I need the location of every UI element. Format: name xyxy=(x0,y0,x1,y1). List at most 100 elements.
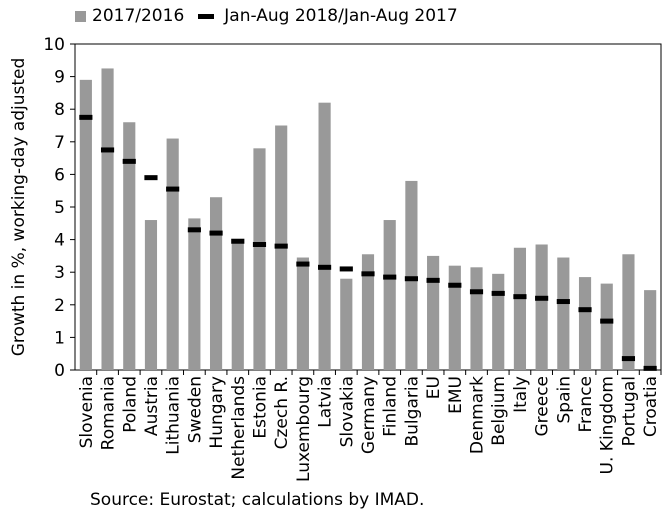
x-category-label: Austria xyxy=(142,376,162,436)
bar-2017-2016 xyxy=(448,265,461,370)
x-category-label: Czech R. xyxy=(272,376,292,449)
y-tick-label: 1 xyxy=(54,328,65,348)
y-tick-label: 9 xyxy=(54,68,65,88)
bar-2017-2016 xyxy=(513,247,527,370)
x-category-label: EU xyxy=(424,376,444,399)
y-tick-label: 0 xyxy=(54,361,65,381)
x-category-label: Lithuania xyxy=(164,376,184,455)
y-axis-label: Growth in %, working-day adjusted xyxy=(9,58,29,357)
y-tick-label: 4 xyxy=(54,231,65,251)
x-category-label: Latvia xyxy=(316,376,336,428)
y-tick-label: 3 xyxy=(54,263,65,283)
marker-jan-aug-2018 xyxy=(231,238,245,244)
legend-swatch-bar xyxy=(75,10,86,22)
y-tick-label: 2 xyxy=(54,296,65,316)
bar-2017-2016 xyxy=(427,255,440,370)
source-note: Source: Eurostat; calculations by IMAD. xyxy=(90,490,425,510)
x-category-label: Luxembourg xyxy=(294,376,314,482)
x-category-label: Greece xyxy=(533,376,553,437)
bar-2017-2016 xyxy=(405,180,418,370)
x-category-label: Netherlands xyxy=(229,376,249,480)
marker-jan-aug-2018 xyxy=(383,274,397,280)
y-tick-label: 6 xyxy=(54,165,65,185)
bar-2017-2016 xyxy=(535,244,548,370)
marker-jan-aug-2018 xyxy=(361,271,375,277)
bar-2017-2016 xyxy=(340,278,353,370)
bar-2017-2016 xyxy=(361,254,375,370)
marker-jan-aug-2018 xyxy=(469,289,484,295)
bar-2017-2016 xyxy=(123,122,136,371)
y-tick-label: 10 xyxy=(43,35,65,55)
y-tick-label: 8 xyxy=(54,100,65,120)
x-category-label: Slovenia xyxy=(77,376,97,448)
marker-jan-aug-2018 xyxy=(578,307,592,313)
bar-2017-2016 xyxy=(578,277,592,370)
marker-jan-aug-2018 xyxy=(643,365,657,371)
marker-jan-aug-2018 xyxy=(448,282,462,288)
marker-jan-aug-2018 xyxy=(535,295,549,301)
legend-label-jan-aug: Jan-Aug 2018/Jan-Aug 2017 xyxy=(224,6,458,26)
marker-jan-aug-2018 xyxy=(426,277,440,283)
marker-jan-aug-2018 xyxy=(209,230,223,236)
marker-jan-aug-2018 xyxy=(122,158,136,164)
bar-2017-2016 xyxy=(644,290,657,370)
x-category-label: Hungary xyxy=(207,376,227,449)
bar-2017-2016 xyxy=(296,257,309,370)
marker-jan-aug-2018 xyxy=(166,186,180,192)
marker-jan-aug-2018 xyxy=(100,147,115,153)
marker-jan-aug-2018 xyxy=(600,318,614,324)
bar-2017-2016 xyxy=(383,220,396,370)
marker-jan-aug-2018 xyxy=(513,294,527,300)
legend-item-2017-2016: 2017/2016 xyxy=(75,6,184,26)
bar-2017-2016 xyxy=(144,220,158,370)
marker-jan-aug-2018 xyxy=(556,299,570,305)
marker-jan-aug-2018 xyxy=(79,114,93,120)
legend-swatch-marker xyxy=(198,13,215,19)
x-category-label: EMU xyxy=(446,376,466,414)
bar-2017-2016 xyxy=(231,239,244,370)
x-category-label: Finland xyxy=(381,376,401,437)
x-category-label: Portugal xyxy=(619,376,639,446)
x-category-label: Spain xyxy=(554,376,574,424)
marker-jan-aug-2018 xyxy=(339,266,353,272)
x-category-label: Denmark xyxy=(468,376,488,454)
bar-2017-2016 xyxy=(166,138,179,370)
legend-item-jan-aug: Jan-Aug 2018/Jan-Aug 2017 xyxy=(198,6,458,26)
x-category-label: Italy xyxy=(511,376,531,413)
marker-jan-aug-2018 xyxy=(296,261,310,267)
bar-2017-2016 xyxy=(79,79,92,371)
marker-jan-aug-2018 xyxy=(187,227,201,233)
x-category-label: Sweden xyxy=(185,376,205,443)
bar-2017-2016 xyxy=(101,68,114,370)
x-category-label: Belgium xyxy=(489,376,509,446)
x-category-label: Romania xyxy=(99,376,119,450)
x-category-label: Croatia xyxy=(641,376,661,437)
x-category-label: Bulgaria xyxy=(402,376,422,447)
marker-jan-aug-2018 xyxy=(318,264,332,270)
y-tick-label: 7 xyxy=(54,133,65,153)
bar-2017-2016 xyxy=(188,218,201,370)
marker-jan-aug-2018 xyxy=(144,175,158,181)
bar-2017-2016 xyxy=(318,102,331,371)
x-category-label: Slovakia xyxy=(337,376,357,447)
bar-2017-2016 xyxy=(600,283,613,370)
bar-2017-2016 xyxy=(492,273,505,370)
marker-jan-aug-2018 xyxy=(252,241,267,247)
legend: 2017/2016 Jan-Aug 2018/Jan-Aug 2017 xyxy=(75,4,472,28)
x-category-label: France xyxy=(576,376,596,433)
legend-label-2017-2016: 2017/2016 xyxy=(92,6,185,26)
bar-2017-2016 xyxy=(209,197,223,370)
marker-jan-aug-2018 xyxy=(621,356,636,362)
marker-jan-aug-2018 xyxy=(274,243,288,249)
bar-2017-2016 xyxy=(470,267,483,370)
x-category-label: Poland xyxy=(120,376,140,433)
y-tick-label: 5 xyxy=(54,198,65,218)
marker-jan-aug-2018 xyxy=(404,276,418,282)
x-category-label: U. Kingdom xyxy=(598,376,618,474)
bar-2017-2016 xyxy=(557,257,570,370)
x-category-label: Germany xyxy=(359,376,379,454)
marker-jan-aug-2018 xyxy=(491,290,505,296)
bar-2017-2016 xyxy=(253,148,266,370)
bar-2017-2016 xyxy=(622,254,635,370)
